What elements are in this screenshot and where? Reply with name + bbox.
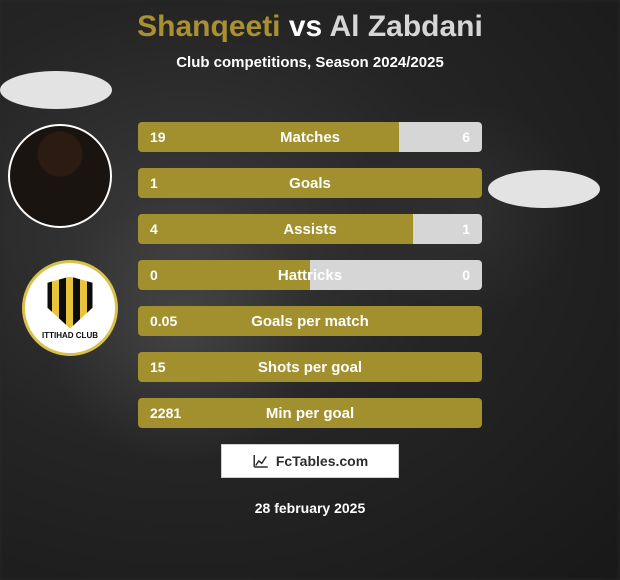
stat-row: 15Shots per goal xyxy=(138,352,482,382)
stat-right-value: 6 xyxy=(462,129,470,145)
crest-label: ITTIHAD CLUB xyxy=(42,331,98,340)
stat-row: 00Hattricks xyxy=(138,260,482,290)
stat-bars-container: 196Matches1Goals41Assists00Hattricks0.05… xyxy=(138,122,482,444)
subtitle: Club competitions, Season 2024/2025 xyxy=(0,54,620,71)
player1-avatar xyxy=(8,124,112,228)
stat-left-value: 0.05 xyxy=(150,313,177,329)
stat-row: 196Matches xyxy=(138,122,482,152)
stat-row: 2281Min per goal xyxy=(138,398,482,428)
stat-left-segment: 0 xyxy=(138,260,310,290)
stat-row: 1Goals xyxy=(138,168,482,198)
player1-name: Shanqeeti xyxy=(137,10,280,43)
stat-row: 41Assists xyxy=(138,214,482,244)
stat-left-segment: 4 xyxy=(138,214,413,244)
stat-left-value: 0 xyxy=(150,267,158,283)
content-root: Shanqeeti vs Al Zabdani Club competition… xyxy=(0,0,620,580)
stat-left-segment: 19 xyxy=(138,122,399,152)
stat-left-value: 19 xyxy=(150,129,166,145)
stat-left-segment: 2281 xyxy=(138,398,482,428)
stat-right-value: 0 xyxy=(462,267,470,283)
club-crest: ITTIHAD CLUB xyxy=(22,260,118,356)
stat-right-segment: 1 xyxy=(413,214,482,244)
stat-left-segment: 15 xyxy=(138,352,482,382)
stat-left-value: 1 xyxy=(150,175,158,191)
stat-right-segment: 6 xyxy=(399,122,482,152)
stat-right-segment: 0 xyxy=(310,260,482,290)
player2-name: Al Zabdani xyxy=(329,10,482,43)
stat-left-value: 15 xyxy=(150,359,166,375)
player2-avatar-bottom xyxy=(488,170,600,208)
brand-text: FcTables.com xyxy=(276,453,368,469)
crest-shield-icon xyxy=(45,277,95,329)
stat-left-segment: 0.05 xyxy=(138,306,482,336)
stat-row: 0.05Goals per match xyxy=(138,306,482,336)
stat-left-value: 2281 xyxy=(150,405,181,421)
comparison-title: Shanqeeti vs Al Zabdani xyxy=(0,0,620,44)
stat-left-value: 4 xyxy=(150,221,158,237)
brand-badge: FcTables.com xyxy=(221,444,399,478)
chart-icon xyxy=(252,452,270,470)
stat-right-value: 1 xyxy=(462,221,470,237)
vs-text: vs xyxy=(289,10,322,43)
date-text: 28 february 2025 xyxy=(0,500,620,516)
stat-left-segment: 1 xyxy=(138,168,482,198)
player2-avatar-top xyxy=(0,71,112,109)
avatar-silhouette xyxy=(10,126,110,226)
